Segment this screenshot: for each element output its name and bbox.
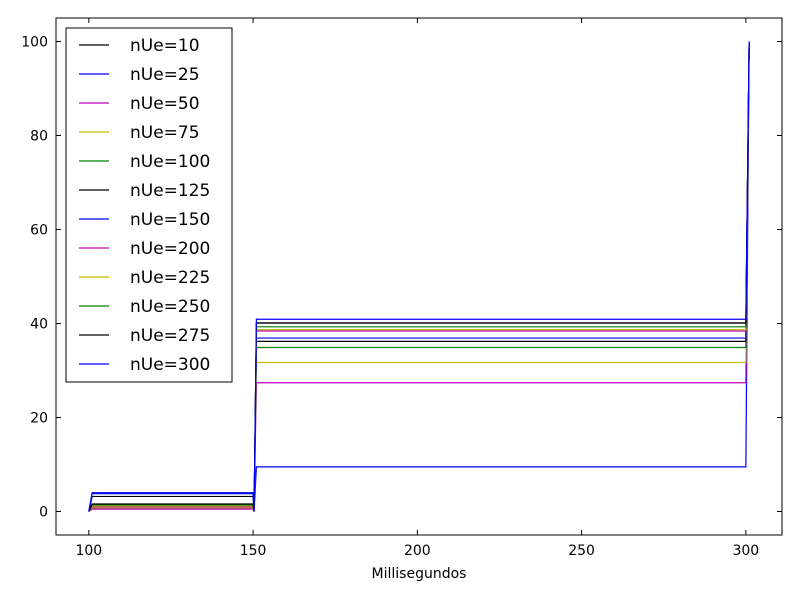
legend-label: nUe=300 [130,355,210,375]
legend-box [65,27,233,383]
x-tick-label: 300 [732,543,759,559]
series-layer [88,41,750,512]
legend: nUe=10 nUe=25 nUe=50 nUe=75 nUe=100 nUe=125 nU… [65,27,233,383]
legend-label: nUe=225 [130,268,210,288]
plot-frame [55,17,783,536]
legend-label: nUe=50 [130,94,200,114]
y-tick-label: 40 [30,317,48,333]
x-tick-label: 250 [568,543,595,559]
y-tick-label: 100 [21,35,48,51]
x-tick-label: 100 [75,543,102,559]
x-axis-label: Millisegundos [372,566,467,582]
y-tick-label: 0 [39,505,48,521]
legend-label: nUe=25 [130,65,200,85]
legend-label: nUe=125 [130,181,210,201]
legend-label: nUe=200 [130,239,210,259]
legend-label: nUe=250 [130,297,210,317]
legend-label: nUe=10 [130,36,200,56]
legend-label: nUe=150 [130,210,210,230]
y-tick-label: 20 [30,411,48,427]
series-line-nue-300 [88,41,750,512]
y-tick-label: 60 [30,223,48,239]
legend-label: nUe=100 [130,152,210,172]
legend-label: nUe=275 [130,326,210,346]
x-tick-label: 200 [404,543,431,559]
legend-label: nUe=75 [130,123,200,143]
y-tick-label: 80 [30,129,48,145]
ticks-layer: 100 150 200 250 300 0 20 40 60 80 100 [21,18,782,559]
x-tick-label: 150 [240,543,267,559]
